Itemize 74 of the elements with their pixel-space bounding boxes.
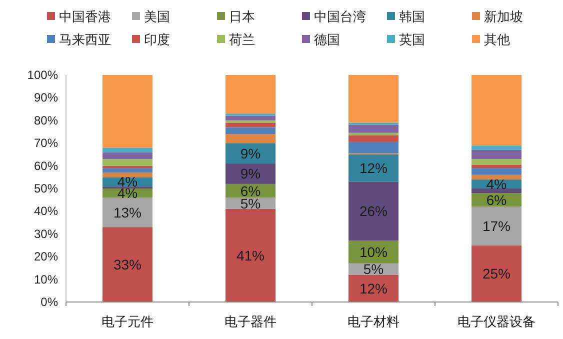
bar — [226, 143, 276, 164]
legend-label: 其他 — [484, 32, 510, 47]
legend-label: 韩国 — [399, 9, 425, 24]
data-label: 9% — [240, 145, 261, 162]
legend-label: 中国台湾 — [314, 9, 366, 24]
data-label: 12% — [359, 160, 388, 176]
data-label: 12% — [359, 280, 388, 296]
legend-label: 荷兰 — [229, 32, 255, 47]
bar — [472, 245, 522, 302]
x-tick-label: 电子材料 — [348, 314, 400, 329]
bar — [472, 158, 522, 165]
y-tick-label: 70% — [34, 136, 58, 150]
bar — [472, 174, 522, 180]
data-label: 26% — [359, 203, 388, 220]
legend-label: 马来西亚 — [59, 32, 111, 47]
bar — [226, 134, 276, 144]
bar — [102, 198, 152, 228]
y-tick-label: 0% — [40, 295, 58, 309]
bar — [348, 75, 398, 123]
bar — [102, 148, 152, 152]
y-tick-label: 10% — [34, 272, 58, 286]
bar — [472, 206, 522, 246]
y-tick-label: 80% — [34, 113, 58, 128]
data-label: 41% — [236, 247, 265, 264]
bar — [226, 208, 276, 302]
bar — [472, 188, 522, 194]
bar — [226, 164, 276, 184]
data-label: 33% — [113, 256, 142, 273]
y-tick-label: 100% — [27, 68, 58, 82]
data-label: 5% — [363, 261, 384, 278]
legend-label: 美国 — [144, 9, 170, 24]
bar — [348, 182, 398, 241]
bar — [472, 164, 522, 168]
bar — [348, 124, 398, 133]
bar — [472, 75, 522, 146]
y-tick-label: 90% — [34, 90, 58, 105]
bar — [102, 152, 152, 159]
data-label: 6% — [486, 192, 507, 208]
data-label: 17% — [482, 218, 511, 234]
y-tick-label: 50% — [34, 182, 58, 196]
bar — [102, 227, 152, 302]
y-tick-label: 20% — [34, 250, 58, 264]
legend-label: 中国香港 — [59, 9, 111, 24]
legend-label: 新加坡 — [484, 9, 523, 24]
x-tick-label: 电子仪器设备 — [458, 314, 536, 329]
bar — [102, 168, 152, 173]
y-tick-label: 40% — [34, 204, 58, 218]
data-label: 25% — [482, 266, 511, 282]
bar — [226, 75, 276, 114]
x-tick-label: 电子元件 — [102, 314, 154, 329]
bar — [348, 240, 398, 264]
bar — [348, 135, 398, 142]
bar — [226, 116, 276, 120]
y-tick-label: 60% — [34, 158, 58, 173]
bar — [472, 150, 522, 159]
data-label: 13% — [113, 204, 142, 220]
bar — [226, 122, 276, 128]
bar — [226, 127, 276, 134]
bar — [472, 168, 522, 175]
bar — [348, 154, 398, 182]
data-label: 10% — [359, 244, 388, 260]
legend-label: 日本 — [229, 9, 255, 24]
bar — [102, 172, 152, 178]
data-label: 9% — [240, 166, 261, 182]
data-label: 4% — [486, 176, 507, 192]
x-tick-label: 电子器件 — [224, 314, 276, 329]
legend-label: 英国 — [399, 32, 425, 47]
y-tick-label: 30% — [34, 226, 58, 241]
legend-label: 德国 — [314, 32, 340, 47]
legend-label: 印度 — [144, 32, 170, 47]
bar — [348, 142, 398, 154]
bar — [472, 145, 522, 150]
bar — [102, 75, 152, 148]
bar — [102, 158, 152, 166]
